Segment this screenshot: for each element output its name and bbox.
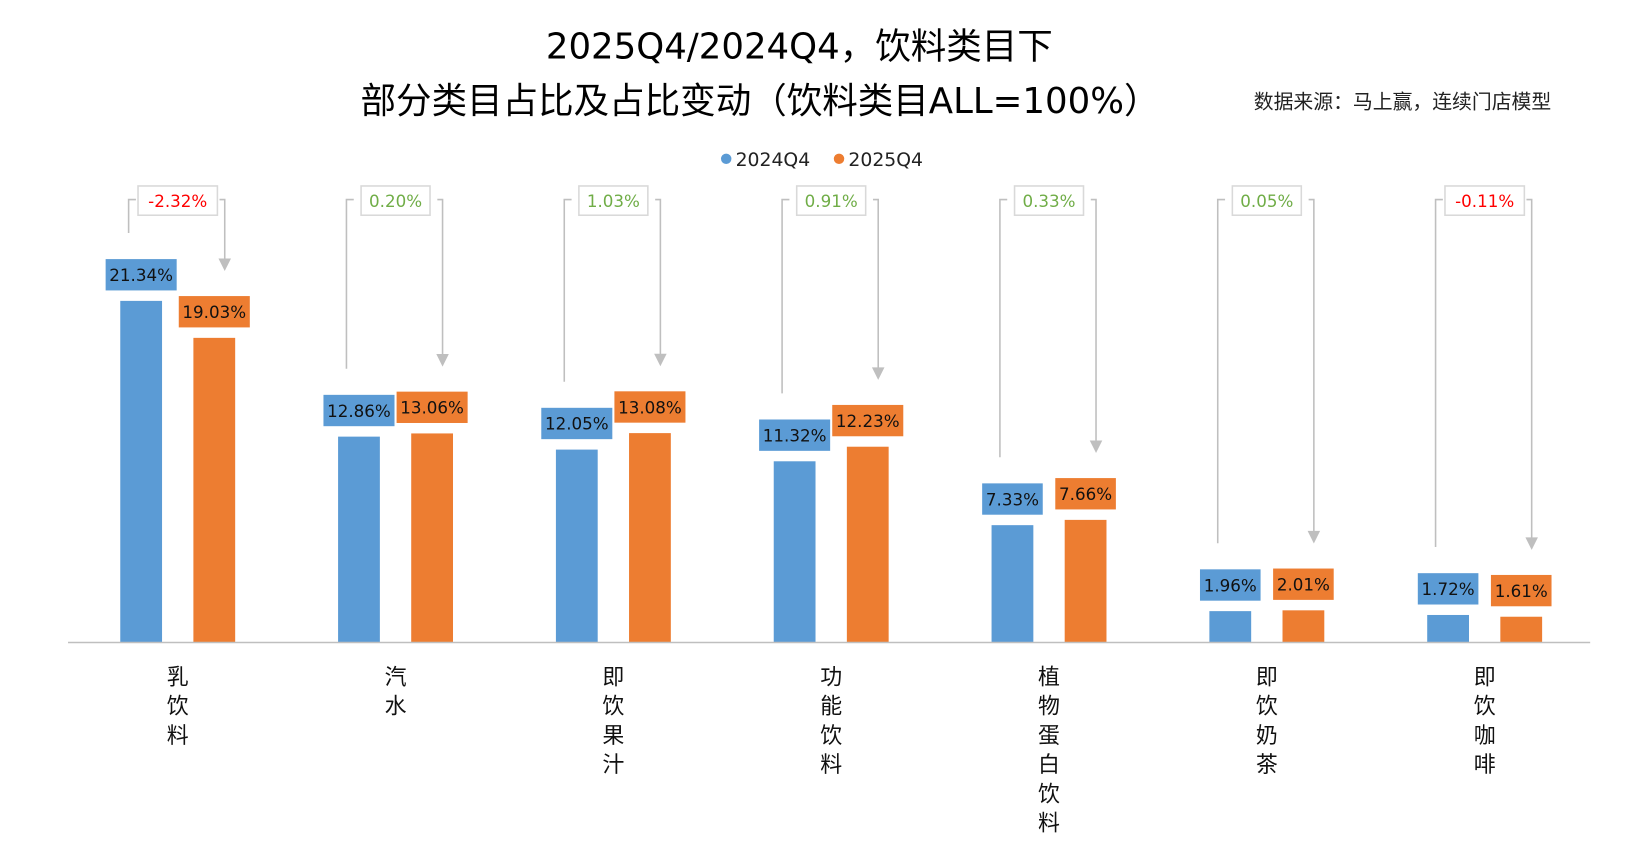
- change-bracket-left: [345, 198, 354, 369]
- change-bracket-right: [872, 198, 879, 369]
- change-label-box: [360, 185, 431, 216]
- change-label-box: [1013, 185, 1085, 216]
- change-arrow: [871, 367, 885, 380]
- data-label: 7.33%: [986, 489, 1039, 509]
- bar-2025q4: [1064, 519, 1107, 643]
- bar-2024q4: [773, 461, 816, 643]
- bar-2024q4: [555, 449, 598, 643]
- category-label: 汽水: [385, 665, 407, 719]
- bar-2025q4: [411, 433, 454, 643]
- category-label: 功能饮料: [820, 665, 842, 778]
- bar-2024q4: [120, 300, 163, 643]
- change-label: -2.32%: [148, 191, 207, 211]
- data-label-box: [614, 391, 686, 423]
- change-label-box: [1444, 185, 1526, 216]
- change-bracket-right: [219, 198, 226, 260]
- data-label-box: [1417, 573, 1479, 605]
- bar-2025q4: [1282, 610, 1325, 643]
- change-bracket-left: [999, 198, 1008, 458]
- data-label-box: [178, 296, 250, 328]
- data-label-box: [1199, 569, 1261, 601]
- change-arrow: [218, 258, 232, 271]
- change-bracket-left: [563, 198, 572, 382]
- data-label: 1.72%: [1422, 579, 1475, 599]
- chart-title-line1: 2025Q4/2024Q4，饮料类目下: [546, 27, 1053, 68]
- data-label: 13.06%: [400, 398, 464, 418]
- chart-title-line2: 部分类目占比及占比变动（饮料类目ALL=100%）: [361, 81, 1160, 122]
- category-label: 即饮奶茶: [1256, 665, 1278, 778]
- change-label-box: [1231, 185, 1303, 216]
- change-arrow: [1089, 440, 1103, 454]
- change-bracket-right: [1526, 198, 1533, 539]
- category-label: 植物蛋白饮料: [1038, 665, 1060, 836]
- data-label: 12.05%: [545, 414, 609, 434]
- change-bracket-left: [127, 198, 136, 233]
- bar-2025q4: [1500, 616, 1543, 643]
- change-label: 0.20%: [369, 191, 422, 211]
- change-bracket-left: [1216, 198, 1226, 544]
- data-label-box: [1055, 478, 1116, 510]
- data-label-box: [105, 259, 177, 291]
- bar-2024q4: [1427, 614, 1469, 643]
- data-label: 2.01%: [1277, 574, 1330, 594]
- legend: 2024Q4 2025Q4: [720, 150, 923, 171]
- change-bracket-left: [1434, 198, 1443, 548]
- data-label: 11.32%: [763, 425, 827, 445]
- data-label: 1.61%: [1495, 581, 1548, 601]
- data-label-box: [396, 391, 468, 423]
- data-label-box: [1273, 568, 1334, 600]
- change-bracket-right: [1090, 198, 1097, 442]
- data-label: 19.03%: [182, 302, 246, 322]
- category-label: 即饮果汁: [602, 665, 624, 778]
- change-label: 0.05%: [1240, 191, 1293, 211]
- data-label-box: [323, 394, 395, 427]
- change-arrow: [1307, 530, 1321, 544]
- data-label: 13.08%: [618, 397, 682, 417]
- data-label: 12.23%: [836, 411, 900, 431]
- change-arrow: [436, 354, 449, 367]
- legend-marker-2025q4: [833, 153, 845, 165]
- category-label: 乳饮料: [167, 665, 189, 749]
- bar-2024q4: [991, 525, 1034, 643]
- data-label-box: [541, 407, 613, 440]
- legend-marker-2024q4: [720, 153, 732, 165]
- category-label: 即饮咖啡: [1474, 665, 1496, 778]
- bar-2025q4: [846, 446, 889, 643]
- change-bracket-right: [437, 198, 444, 356]
- legend-label-2025q4: 2025Q4: [848, 150, 923, 171]
- data-source: 数据来源：马上赢，连续门店模型: [1254, 91, 1551, 114]
- data-label: 7.66%: [1059, 484, 1112, 504]
- change-bracket-left: [781, 198, 790, 394]
- change-label-box: [795, 185, 867, 216]
- data-label-box: [759, 419, 831, 451]
- data-label: 1.96%: [1204, 575, 1257, 595]
- data-label: 21.34%: [109, 265, 173, 285]
- change-label: 0.33%: [1022, 191, 1075, 211]
- legend-label-2024q4: 2024Q4: [736, 150, 811, 171]
- change-label: -0.11%: [1455, 191, 1514, 211]
- change-arrow: [1525, 537, 1538, 550]
- change-bracket-right: [1308, 198, 1315, 532]
- change-arrow: [654, 353, 667, 367]
- change-label: 0.91%: [805, 191, 858, 211]
- data-label-box: [982, 483, 1043, 515]
- data-label: 12.86%: [327, 401, 391, 421]
- bar-2024q4: [1209, 611, 1252, 643]
- bar-2025q4: [193, 337, 236, 643]
- change-label-box: [137, 185, 219, 216]
- data-label-box: [1490, 574, 1552, 607]
- bar-2024q4: [338, 436, 380, 643]
- change-bracket-right: [655, 198, 662, 355]
- bar-2025q4: [629, 433, 671, 643]
- data-label-box: [832, 404, 904, 437]
- change-label-box: [578, 185, 649, 216]
- change-label: 1.03%: [587, 191, 640, 211]
